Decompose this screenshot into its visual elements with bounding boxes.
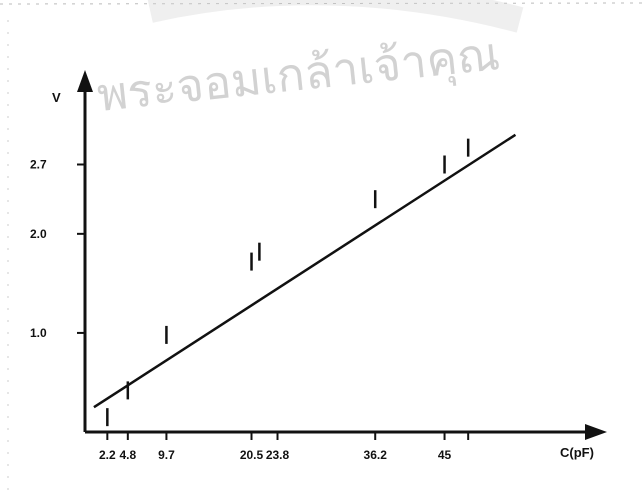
x-axis-arrowhead bbox=[585, 424, 607, 440]
x-tick-label: 23.8 bbox=[266, 448, 290, 462]
x-tick-label: 2.2 bbox=[99, 448, 116, 462]
data-points bbox=[106, 138, 470, 427]
x-tick-label: 45 bbox=[438, 448, 452, 462]
watermark-text: พระจอมเกล้าเจ้าคุณ bbox=[95, 26, 503, 124]
fit-line bbox=[93, 133, 517, 409]
y-tick-label: 1.0 bbox=[30, 326, 47, 340]
watermark-seal: พระจอมเกล้าเจ้าคุณ bbox=[95, 0, 524, 124]
y-tick-label: 2.0 bbox=[30, 227, 47, 241]
x-tick-label: 36.2 bbox=[364, 448, 388, 462]
y-tick-label: 2.7 bbox=[30, 157, 47, 171]
y-axis-arrowhead bbox=[77, 70, 93, 92]
y-ticks: 1.0 2.0 2.7 bbox=[30, 157, 85, 340]
y-axis-title: V bbox=[52, 90, 61, 105]
x-tick-label: 4.8 bbox=[119, 448, 136, 462]
x-axis-title: C(pF) bbox=[560, 445, 594, 460]
x-tick-label: 20.5 bbox=[240, 448, 264, 462]
plot-area: V C(pF) 2.2 4.8 9.7 20.5 23.8 36.2 45 1.0 2.0 2.… bbox=[30, 70, 607, 462]
x-tick-label: 9.7 bbox=[158, 448, 175, 462]
x-ticks: 2.2 4.8 9.7 20.5 23.8 36.2 45 bbox=[99, 432, 470, 462]
